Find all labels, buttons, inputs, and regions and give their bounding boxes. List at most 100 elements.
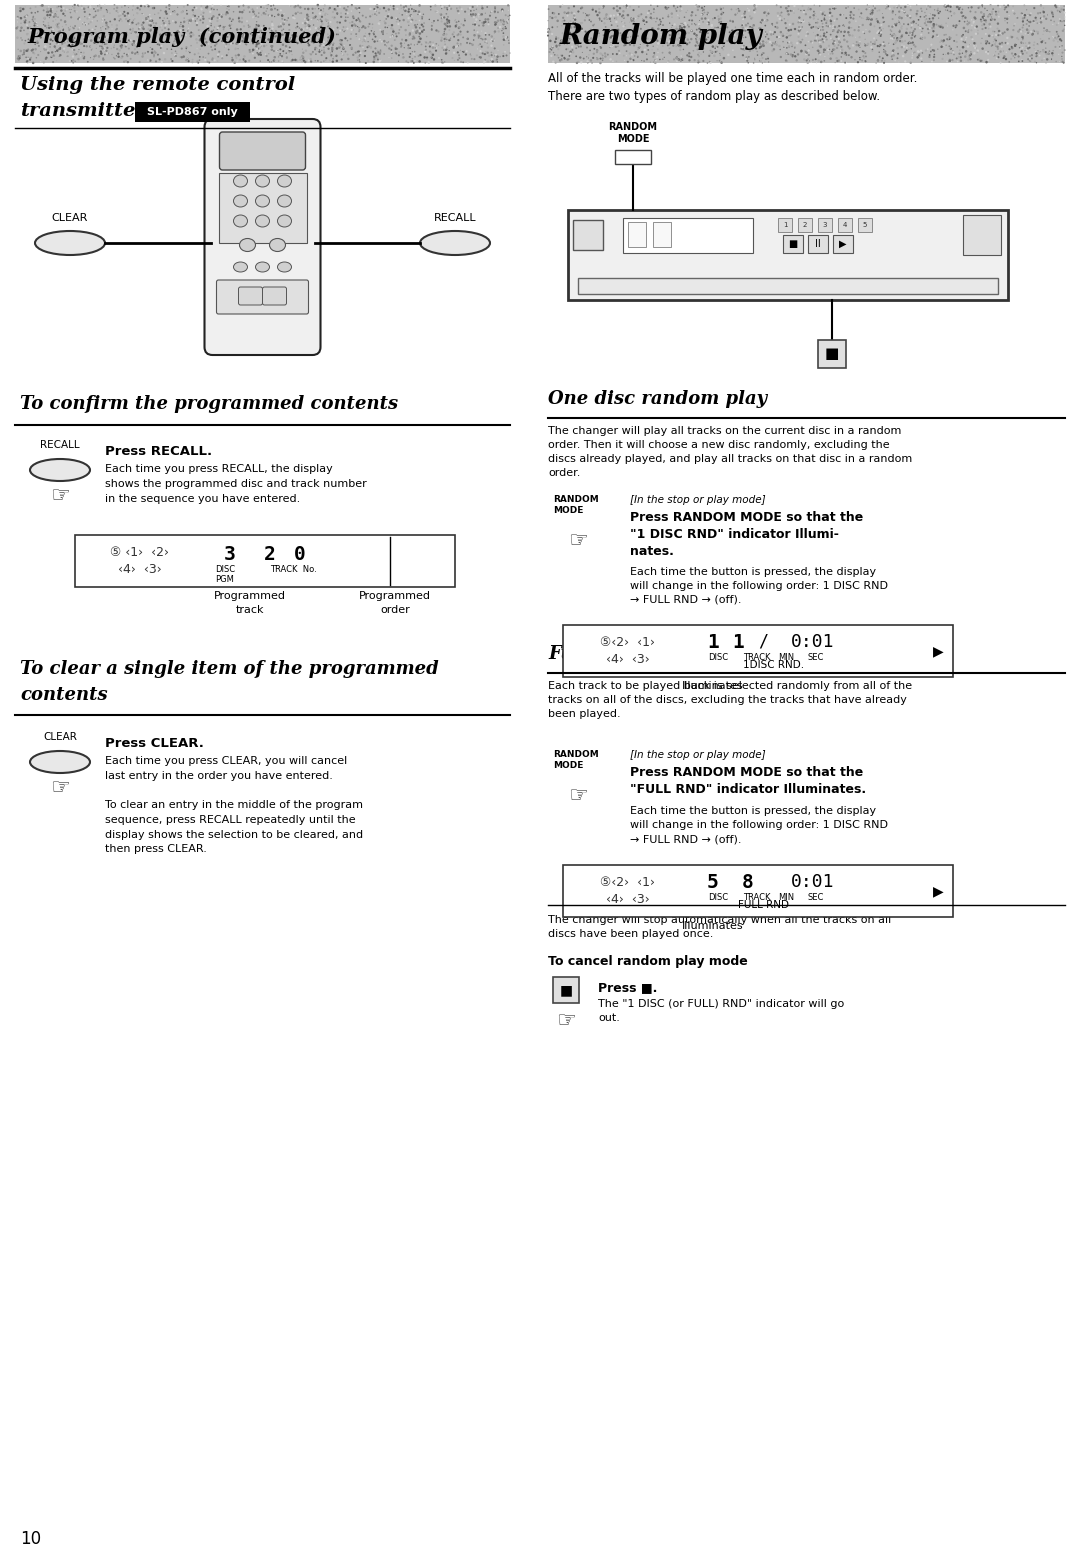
Point (190, 23, 207, 48)
Point (122, 47, 139, 72)
Point (458, 30, 475, 55)
Point (800, 38, 818, 63)
Point (86, 30, 104, 55)
Point (211, 14, 228, 39)
Point (480, 13, 497, 38)
Point (635, 48, 652, 73)
Point (868, 28, 886, 53)
Point (225, 31, 242, 56)
Point (496, 9, 513, 34)
Point (49, 31, 66, 56)
Point (553, 47, 570, 72)
Point (693, 31, 711, 56)
Point (465, 28, 483, 53)
Point (751, 36, 768, 61)
Bar (653, 222, 671, 247)
Point (795, 8, 812, 33)
Point (270, 48, 287, 73)
Point (160, 23, 177, 48)
Point (127, 13, 145, 38)
Point (388, 23, 405, 48)
Point (951, 41, 969, 66)
Point (603, 23, 620, 48)
Point (171, 19, 188, 44)
Point (818, 11, 835, 36)
Point (495, 0, 512, 23)
Point (909, 13, 927, 38)
Point (307, 5, 324, 30)
Point (121, 20, 138, 45)
Point (148, 16, 165, 41)
Point (752, 34, 769, 59)
Point (473, 0, 490, 19)
Point (478, 0, 496, 19)
Point (178, 45, 195, 70)
Point (66, 25, 83, 50)
Point (843, 16, 861, 41)
Point (31, 0, 49, 19)
Point (786, 39, 804, 64)
Point (426, 8, 443, 33)
Point (541, 5, 558, 30)
Point (409, 2, 427, 27)
Point (486, 0, 503, 19)
Point (569, 31, 586, 56)
Point (276, 8, 294, 33)
Point (397, 22, 415, 47)
Point (670, 22, 687, 47)
Point (435, 38, 453, 63)
Point (569, 33, 586, 58)
Point (485, 41, 502, 66)
Point (464, 13, 482, 38)
Point (757, 47, 774, 72)
Text: Press RANDOM MODE so that the
"FULL RND" indicator Illuminates.: Press RANDOM MODE so that the "FULL RND"… (630, 766, 866, 796)
Point (29, 14, 46, 39)
Point (616, 44, 633, 69)
Point (847, 25, 864, 50)
Point (315, 34, 333, 59)
Point (251, 39, 268, 64)
Point (734, 36, 752, 61)
Point (62, 0, 79, 22)
Point (23, 38, 40, 63)
Point (689, 0, 706, 22)
Point (982, 2, 999, 27)
Point (821, 6, 838, 31)
Point (455, 39, 472, 64)
Point (82, 0, 99, 20)
Point (814, 28, 832, 53)
Point (1001, 38, 1018, 63)
Point (621, 41, 638, 66)
Point (917, 38, 934, 63)
Point (756, 50, 773, 75)
Point (540, 0, 557, 22)
Point (362, 3, 379, 28)
Point (183, 8, 200, 33)
Point (1014, 19, 1031, 44)
Point (203, 28, 220, 53)
Point (42, 44, 59, 69)
Point (975, 11, 993, 36)
Point (241, 0, 258, 25)
Point (311, 27, 328, 52)
Point (625, 6, 643, 31)
Point (212, 27, 229, 52)
Point (368, 3, 386, 28)
Point (231, 31, 248, 56)
Point (711, 41, 728, 66)
Point (378, 20, 395, 45)
Point (688, 0, 705, 19)
Point (1055, 0, 1072, 19)
Point (44, 17, 62, 42)
Point (967, 0, 984, 25)
Point (910, 42, 928, 67)
Point (838, 42, 855, 67)
Point (416, 17, 433, 42)
Point (750, 31, 767, 56)
Text: Each time the button is pressed, the display
will change in the following order:: Each time the button is pressed, the dis… (630, 567, 888, 605)
Point (978, 0, 996, 23)
Point (579, 28, 596, 53)
Point (654, 13, 672, 38)
Point (573, 41, 591, 66)
Point (687, 13, 704, 38)
